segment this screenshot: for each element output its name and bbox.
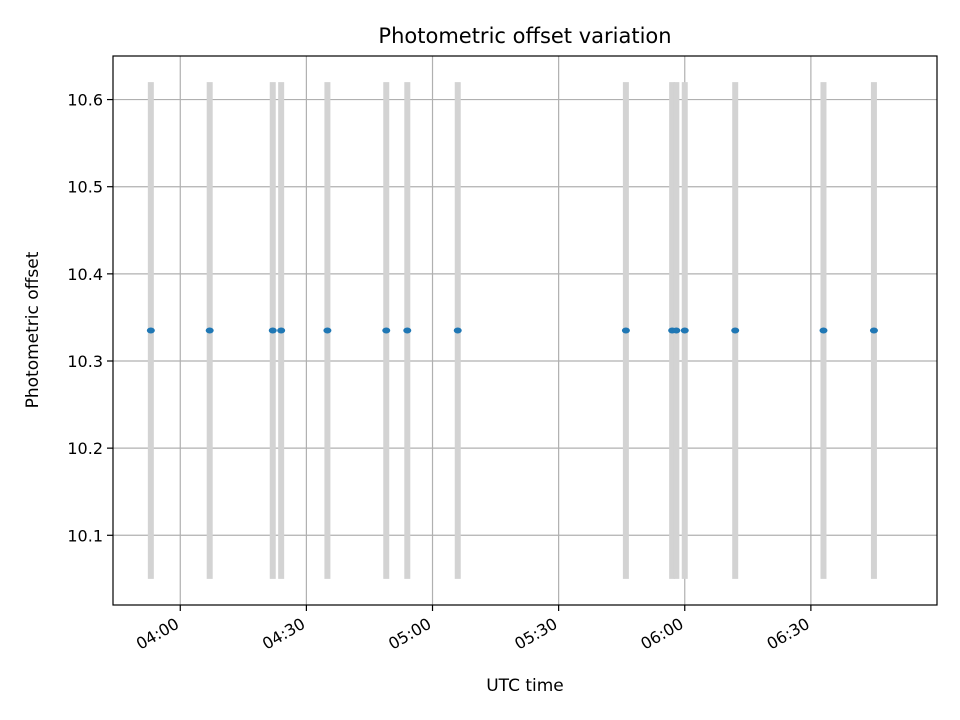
- data-point: [731, 327, 740, 334]
- data-point: [403, 327, 412, 334]
- data-point: [672, 327, 681, 334]
- y-tick-label: 10.2: [67, 439, 103, 458]
- y-tick-label: 10.3: [67, 352, 103, 371]
- y-tick-label: 10.6: [67, 91, 103, 110]
- data-point: [382, 327, 391, 334]
- y-tick-label: 10.1: [67, 526, 103, 545]
- point-layer: [146, 327, 878, 334]
- data-point: [453, 327, 462, 334]
- y-tick-label: 10.4: [67, 265, 103, 284]
- data-point: [621, 327, 630, 334]
- data-point: [277, 327, 286, 334]
- y-axis-title: Photometric offset: [23, 251, 43, 408]
- y-tick-label: 10.5: [67, 178, 103, 197]
- data-point: [323, 327, 332, 334]
- y-axis: 10.1 10.2 10.3 10.4 10.5 10.6: [67, 91, 113, 545]
- data-point: [680, 327, 689, 334]
- data-point: [205, 327, 214, 334]
- x-axis-title: UTC time: [486, 676, 564, 696]
- plot-frame: [112, 55, 938, 606]
- data-point: [869, 327, 878, 334]
- data-point: [146, 327, 155, 334]
- data-point: [268, 327, 277, 334]
- data-point: [819, 327, 828, 334]
- chart-title: Photometric offset variation: [378, 24, 671, 48]
